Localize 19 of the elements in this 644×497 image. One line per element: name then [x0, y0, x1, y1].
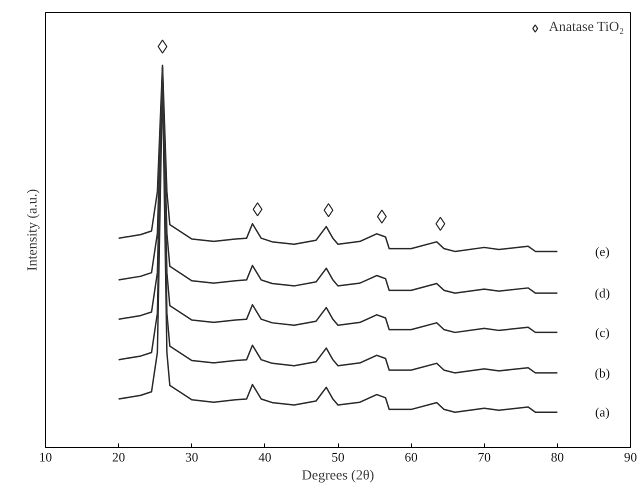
x-tick-label: 40 — [258, 450, 272, 464]
text: (c) — [595, 324, 610, 340]
x-tick-label: 80 — [550, 450, 564, 464]
text: (b) — [594, 365, 610, 380]
x-tick-label: 70 — [478, 450, 491, 464]
text: (e) — [595, 244, 610, 259]
x-tick-label: 60 — [404, 450, 418, 464]
legend-label: Anatase TiO₂ — [548, 20, 624, 36]
point — [376, 209, 387, 224]
point — [435, 216, 446, 231]
x-tick-label: 30 — [185, 450, 198, 464]
x-tick-label: 50 — [332, 450, 344, 464]
text: (a) — [595, 404, 610, 420]
text: (d) — [594, 286, 610, 301]
x-axis-title: Degrees (2θ) — [302, 468, 375, 484]
x-tick-label: 90 — [624, 450, 637, 464]
x-tick-label: 10 — [39, 450, 52, 464]
y-axis-title: Intensity (a.u.) — [26, 188, 40, 272]
x-tick-label: 20 — [112, 450, 126, 464]
